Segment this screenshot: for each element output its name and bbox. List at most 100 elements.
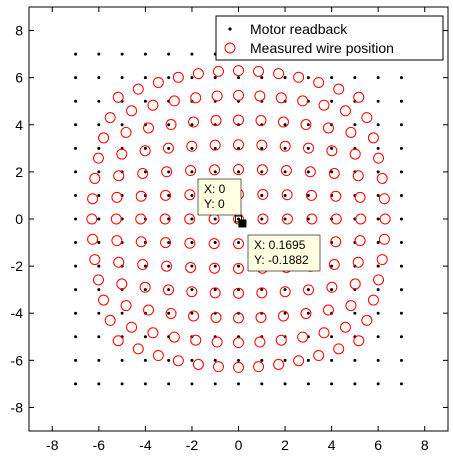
measured-wire-point: [330, 213, 342, 225]
measured-wire-point: [279, 140, 291, 152]
motor-readback-point: [330, 335, 334, 339]
motor-readback-point: [376, 288, 380, 292]
motor-readback-point: [330, 76, 334, 80]
measured-wire-point: [190, 334, 202, 346]
motor-readback-point: [399, 241, 403, 245]
motor-readback-point: [74, 146, 78, 150]
measured-wire-point: [345, 300, 357, 312]
measured-wire-point: [233, 139, 244, 151]
datatip-measured[interactable]: X: 0.1695 Y: -0.1882: [247, 234, 321, 272]
measured-wire-point: [162, 284, 174, 296]
measured-wire-point: [300, 307, 312, 319]
motor-readback-point: [376, 217, 380, 221]
measured-wire-point: [281, 213, 293, 225]
motor-readback-point: [143, 52, 147, 56]
measured-wire-point: [304, 166, 316, 178]
measured-wire-point: [361, 112, 373, 124]
motor-readback-point: [167, 264, 171, 268]
y-tick-label: 6: [15, 70, 23, 86]
measured-wire-point: [379, 213, 391, 225]
measured-wire-point: [376, 172, 388, 184]
motor-readback-point: [399, 193, 403, 197]
motor-readback-point: [74, 52, 78, 56]
measured-wire-point: [354, 191, 366, 203]
motor-readback-point: [143, 288, 147, 292]
measured-wire-point: [186, 140, 198, 152]
motor-readback-point: [97, 123, 101, 127]
motor-readback-point: [97, 311, 101, 315]
motor-readback-point: [143, 382, 147, 386]
measured-wire-point: [277, 116, 289, 128]
measured-wire-point: [303, 284, 315, 296]
motor-readback-point: [306, 358, 310, 362]
measured-wire-point: [186, 286, 198, 298]
motor-readback-point: [74, 358, 78, 362]
datatip-origin-box: [197, 178, 242, 216]
motor-readback-point: [97, 264, 101, 268]
y-tick-label: 0: [15, 211, 23, 227]
motor-readback-point: [74, 264, 78, 268]
measured-wire-point: [313, 350, 325, 362]
measured-wire-point: [233, 287, 244, 299]
measured-wire-point: [303, 142, 315, 154]
motor-readback-point: [376, 76, 380, 80]
motor-readback-point: [74, 241, 78, 245]
measured-wire-point: [353, 91, 365, 103]
motor-readback-point: [143, 335, 147, 339]
measured-wire-point: [111, 235, 123, 247]
datatip-origin[interactable]: X: 0 Y: 0: [197, 178, 242, 216]
y-tick-label: 2: [15, 164, 23, 180]
motor-readback-point: [376, 241, 380, 245]
motor-readback-point: [120, 76, 124, 80]
measured-wire-point: [161, 166, 173, 178]
measured-wire-point: [355, 213, 367, 225]
axis-ticks: -8 -6 -4 -2 0 2 4 6 8 -8 -6 -4 -2 0 2 4 6 8: [11, 7, 448, 453]
motor-readback-point: [120, 52, 124, 56]
measured-wire-point: [253, 361, 265, 373]
motor-readback-point: [353, 76, 357, 80]
measured-wire-point: [254, 336, 266, 348]
motor-readback-point: [283, 193, 287, 197]
motor-readback-point: [306, 170, 310, 174]
motor-readback-point: [143, 170, 147, 174]
measured-wire-point: [132, 343, 144, 355]
x-tick-label: 8: [421, 437, 429, 453]
measured-wire-point: [280, 165, 292, 177]
motor-readback-point: [167, 76, 171, 80]
measured-wire-point: [135, 213, 147, 225]
x-tick-label: 0: [235, 437, 243, 453]
motor-readback-point: [376, 264, 380, 268]
motor-readback-point: [399, 264, 403, 268]
measured-wire-point: [209, 262, 221, 274]
motor-readback-point: [190, 288, 194, 292]
measured-wire-point: [378, 193, 390, 205]
measured-wire-point: [378, 233, 390, 245]
motor-readback-point: [283, 123, 287, 127]
measured-wire-point: [92, 152, 104, 164]
motor-readback-point: [213, 170, 217, 174]
motor-readback-point: [120, 382, 124, 386]
motor-readback-point: [399, 76, 403, 80]
measured-wire-point: [143, 304, 155, 316]
motor-readback-point: [237, 288, 240, 292]
motor-readback-point: [190, 52, 194, 56]
measured-wire-point: [339, 105, 351, 117]
measured-wire-point: [297, 331, 309, 343]
x-tick-label: -8: [46, 437, 59, 453]
measured-wire-point: [275, 92, 287, 104]
measured-wire-point: [256, 287, 268, 299]
measured-wire-point: [326, 281, 338, 293]
y-tick-label: 4: [15, 117, 23, 133]
motor-readback-point: [376, 193, 380, 197]
measured-wire-point: [120, 300, 132, 312]
measured-wire-point: [305, 189, 317, 201]
motor-readback-point: [143, 358, 147, 362]
measured-wire-point: [322, 122, 334, 134]
measured-wire-point: [212, 65, 224, 77]
measured-wire-point: [188, 116, 200, 128]
motor-readback-point: [330, 170, 334, 174]
legend-circle-icon: [224, 42, 236, 54]
measured-wire-point: [233, 89, 244, 101]
motor-readback-point: [353, 382, 357, 386]
measured-wire-point: [330, 190, 342, 202]
